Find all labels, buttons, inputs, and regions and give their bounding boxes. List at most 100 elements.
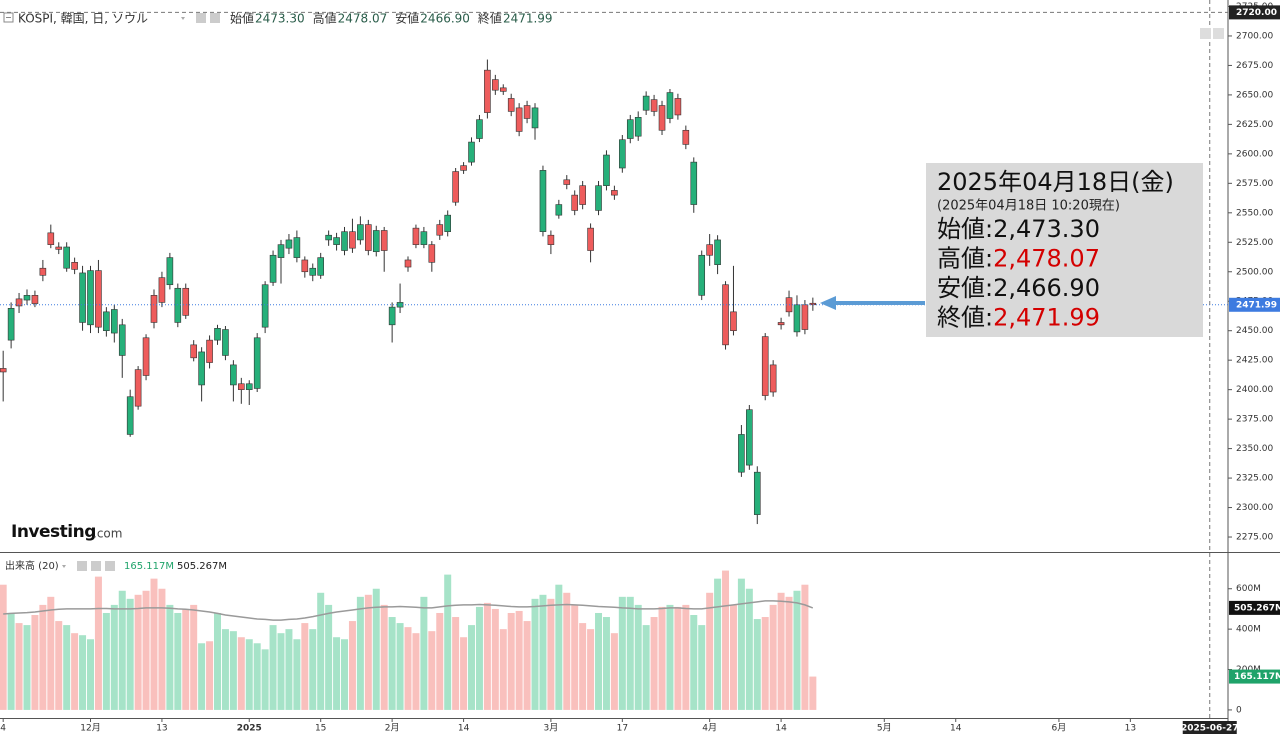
candle-body	[396, 302, 404, 308]
last-price-label: 2471.99	[1236, 300, 1277, 310]
dropdown-icon[interactable]	[181, 17, 185, 20]
tooltip-note: (2025年04月18日 10:20現在)	[937, 199, 1120, 214]
volume-bar	[547, 598, 555, 710]
settings-icon[interactable]	[91, 561, 101, 571]
candle-body	[571, 194, 579, 211]
volume-bar	[341, 639, 349, 710]
collapse-icon[interactable]	[3, 12, 14, 23]
ma-value: 505.267M	[177, 561, 227, 572]
candle-body	[595, 185, 602, 211]
y-tick-label: 0	[1236, 705, 1242, 715]
y-tick-label: 2700.00	[1236, 31, 1273, 41]
candle-body	[531, 107, 539, 129]
volume-bar	[539, 594, 547, 710]
volume-bar	[333, 637, 341, 710]
volume-bar	[785, 596, 793, 710]
candle-body	[698, 254, 706, 296]
value-label-box	[1229, 669, 1280, 684]
volume-bar	[47, 596, 55, 710]
toolbar-icon[interactable]	[1213, 28, 1224, 39]
candle-body	[523, 105, 531, 119]
x-tick-label: 14	[458, 724, 470, 734]
volume-bar	[690, 615, 698, 710]
candle-body	[626, 119, 634, 139]
volume-bar	[634, 604, 642, 710]
candle-body	[793, 304, 801, 333]
volume-bar	[753, 619, 761, 710]
volume-bar	[515, 610, 523, 710]
volume-bar	[118, 590, 126, 710]
settings-icon[interactable]	[196, 13, 206, 23]
volume-bar	[626, 596, 634, 710]
candle-body	[539, 170, 547, 232]
settings-icon[interactable]	[210, 13, 220, 23]
volume-bar	[674, 606, 682, 710]
candle-body	[388, 306, 396, 326]
volume-bar	[158, 588, 166, 710]
x-tick-label: 13	[1125, 724, 1136, 734]
volume-bar	[245, 639, 253, 710]
ohlc-value: 2471.99	[503, 12, 553, 26]
candle-body	[753, 471, 761, 515]
toolbar-icon[interactable]	[1200, 28, 1211, 39]
volume-bar	[261, 649, 269, 710]
candle-body	[349, 231, 356, 249]
tooltip-label: 高値:	[937, 245, 993, 273]
x-tick-label: 3月	[544, 723, 559, 734]
volume-bar	[356, 596, 364, 710]
candle-body	[555, 204, 563, 216]
volume-bar	[706, 592, 714, 710]
candle-body	[23, 295, 31, 301]
candle-body	[174, 287, 182, 323]
tooltip-label: 始値:	[937, 215, 993, 243]
candle-body	[769, 364, 777, 393]
volume-bar	[166, 604, 174, 710]
volume-bar	[134, 594, 142, 710]
volume-bar	[102, 612, 110, 710]
settings-icon[interactable]	[77, 561, 87, 571]
y-tick-label: 400M	[1236, 625, 1261, 635]
candle-body	[468, 141, 475, 163]
candle-body	[190, 344, 197, 359]
volume-bar	[801, 584, 809, 710]
candle-body	[333, 237, 340, 245]
value-label: 165.117M	[1234, 672, 1280, 682]
dropdown-icon[interactable]	[62, 565, 66, 568]
volume-bar	[396, 623, 404, 710]
volume-bar	[761, 617, 769, 710]
volume-bar	[737, 578, 745, 710]
ohlc-value: 2473.30	[255, 12, 305, 26]
close-icon[interactable]	[105, 561, 115, 571]
candle-body	[499, 87, 507, 92]
volume-bar	[142, 590, 150, 710]
volume-bar	[198, 643, 206, 710]
volume-bar	[587, 629, 595, 710]
candle-body	[619, 139, 626, 169]
x-tick-label: 4	[0, 724, 6, 734]
crosshair-x-box	[1182, 721, 1237, 734]
volume-bar	[63, 625, 71, 710]
volume-bar	[602, 617, 610, 710]
candle-body	[198, 351, 205, 386]
volume-bar	[309, 629, 317, 710]
volume-bar	[174, 612, 182, 710]
volume-bar	[428, 631, 436, 710]
ohlc-label: 高値	[313, 11, 337, 26]
ohlc-header: 始値 2473.30 高値 2478.07 安値 2466.90 終値 2471.99	[230, 11, 553, 26]
volume-bar	[237, 637, 245, 710]
candle-body	[746, 409, 753, 466]
volume-bar	[571, 604, 579, 710]
y-tick-label: 2325.00	[1236, 474, 1273, 484]
y-tick-label: 2650.00	[1236, 90, 1273, 100]
candle-body	[142, 337, 150, 376]
x-tick-label: 13	[156, 724, 167, 734]
tooltip-date: 2025年04月18日(金)	[937, 168, 1174, 196]
symbol: KOSPI, 韓国, 日, ソウル	[18, 12, 148, 26]
volume-bar	[452, 617, 460, 710]
last-price-box	[1229, 297, 1280, 312]
candle-body	[420, 231, 428, 245]
candle-body	[674, 98, 682, 116]
volume-bar	[531, 598, 539, 710]
